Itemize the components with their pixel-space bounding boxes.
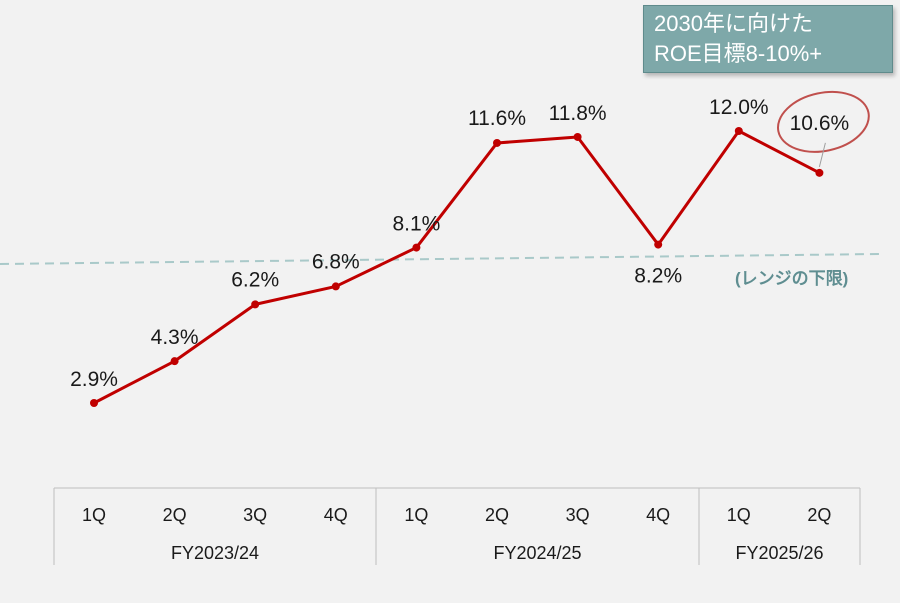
x-group-label: FY2025/26 [735,543,824,563]
callout-line-2: ROE目標8-10%+ [654,41,823,66]
data-label: 4.3% [151,326,199,349]
x-tick-label: 4Q [646,505,671,525]
data-label: 6.8% [312,250,360,273]
roe-series-line [93,129,821,405]
data-point [90,399,98,407]
data-label: 2.9% [70,368,118,391]
x-tick-label: 4Q [323,505,348,525]
data-label: 11.8% [549,102,607,125]
x-tick-label: 3Q [243,505,268,525]
x-tick-label: 3Q [565,505,590,525]
x-tick-label: 2Q [807,505,832,525]
highlight-circle [777,90,870,153]
data-point [251,300,260,309]
data-point [331,282,340,291]
data-label: 8.2% [634,265,682,288]
x-tick-label: 1Q [726,505,751,525]
data-point [170,357,179,366]
x-tick-label: 1Q [81,505,106,525]
x-tick-label: 1Q [404,505,429,525]
data-point [412,243,421,252]
x-tick-label: 2Q [484,505,509,525]
data-label: 8.1% [392,213,440,236]
x-group-label: FY2023/24 [170,543,260,563]
x-tick-label: 2Q [162,505,187,525]
data-point [734,127,743,135]
data-point [493,138,501,147]
data-label: 6.2% [231,268,279,291]
range-lower-bound-label: (レンジの下限) [735,269,849,288]
range-lower-bound-line [0,253,881,265]
highlight-leader-line [818,142,826,167]
data-point [815,168,824,177]
data-point [573,132,582,141]
data-label: 12.0% [709,96,769,119]
callout-line-1: 2030年に向けた [654,11,813,36]
data-label: 11.6% [468,107,526,130]
x-group-label: FY2024/25 [493,543,582,563]
data-label: 10.6% [790,112,850,135]
roe-target-callout: 2030年に向けた ROE目標8-10%+ [643,5,893,73]
data-point [654,240,663,249]
